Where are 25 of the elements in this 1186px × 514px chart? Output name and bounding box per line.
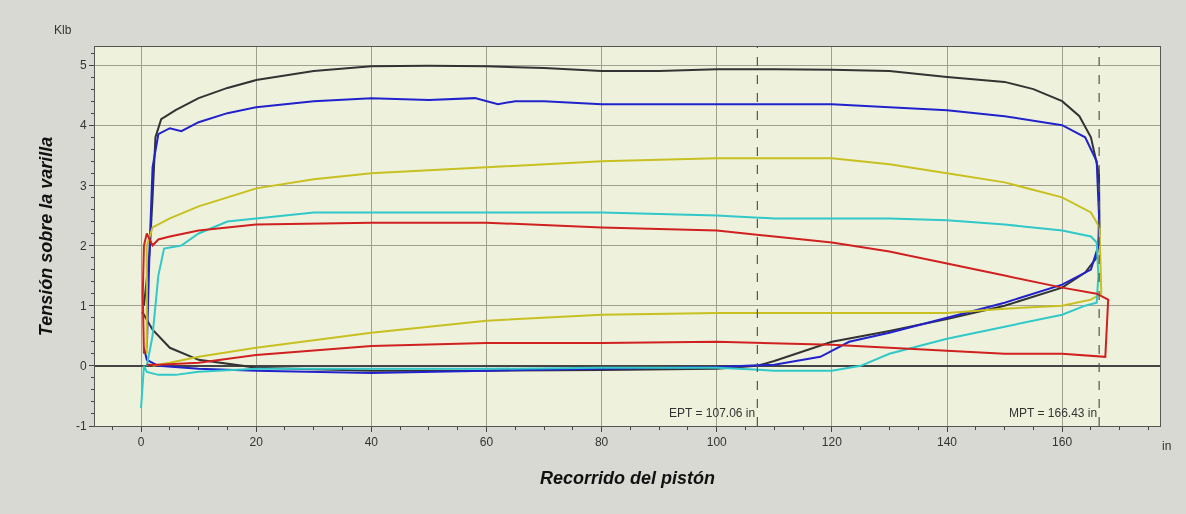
ref-line-label: EPT = 107.06 in [669, 406, 756, 420]
text: Klb [54, 23, 72, 37]
y-tick-label: 0 [79, 359, 87, 374]
x-tick-label: 80 [594, 435, 609, 450]
y-tick-label: 4 [79, 118, 87, 133]
line-series [140, 211, 1100, 409]
y-tick-label: 1 [79, 298, 87, 313]
x-tick-label: 60 [479, 435, 494, 450]
x-tick-label: 120 [821, 435, 843, 450]
x-tick-label: 160 [1052, 435, 1073, 450]
x-tick-label: 20 [249, 435, 264, 450]
ref-line-label: MPT = 166.43 in [1009, 406, 1098, 420]
x-tick-label: 0 [137, 435, 145, 450]
y-tick-label: 2 [79, 238, 87, 253]
x-tick-label: 100 [706, 435, 728, 450]
y-axis-title: Tensión sobre la varilla [36, 136, 57, 337]
y-tick-label: -1 [75, 419, 87, 434]
x-tick-label: 40 [364, 435, 379, 450]
y-tick-label: 3 [79, 178, 87, 193]
y-tick-label: 5 [79, 58, 87, 73]
line-series [145, 157, 1103, 367]
text: in [1162, 439, 1172, 453]
line-series [141, 221, 1110, 366]
x-axis-title: Recorrido del pistón [539, 467, 716, 488]
x-tick-label: 140 [936, 435, 958, 450]
